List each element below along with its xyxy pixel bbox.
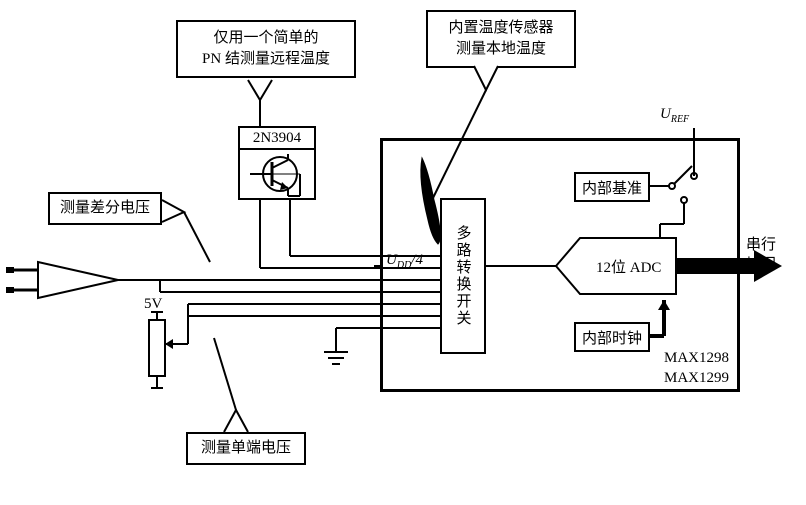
- callout-diff-voltage: 测量差分电压: [48, 192, 162, 225]
- five-volt-label: 5V: [144, 296, 162, 313]
- transistor-box: 2N3904: [238, 126, 316, 200]
- udd4-label: UDD/4: [386, 252, 423, 271]
- serial-port-label: 串行 接门: [746, 236, 776, 275]
- callout-pn-line1: 仅用一个简单的: [188, 28, 344, 49]
- transistor-label: 2N3904: [238, 126, 316, 148]
- internal-ref-label: 内部基准: [582, 177, 642, 198]
- callout-pn-line2: PN 结测量远程温度: [188, 49, 344, 70]
- callout-temp-sensor: 内置温度传感器 测量本地温度: [426, 10, 576, 68]
- internal-ref-box: 内部基准: [574, 172, 650, 202]
- part-number-2: MAX1299: [664, 370, 729, 387]
- diagram-canvas: 仅用一个简单的 PN 结测量远程温度 内置温度传感器 测量本地温度 测量差分电压…: [0, 0, 806, 505]
- callout-pn: 仅用一个简单的 PN 结测量远程温度: [176, 20, 356, 78]
- callout-single-voltage: 测量单端电压: [186, 432, 306, 465]
- callout-single-text: 测量单端电压: [201, 440, 291, 456]
- serial-line1: 串行: [746, 236, 776, 256]
- callout-temp-line1: 内置温度传感器: [438, 18, 564, 39]
- mux-box: 多路转换开关: [440, 198, 486, 354]
- part-number-1: MAX1298: [664, 350, 729, 367]
- internal-clock-box: 内部时钟: [574, 322, 650, 352]
- transistor-symbol-icon: [240, 150, 314, 198]
- mux-label: 多路转换开关: [453, 225, 474, 327]
- callout-temp-line2: 测量本地温度: [438, 39, 564, 60]
- serial-line2: 接门: [746, 256, 776, 276]
- internal-clock-label: 内部时钟: [582, 327, 642, 348]
- callout-diff-text: 测量差分电压: [60, 200, 150, 216]
- transistor-symbol-box: [238, 148, 316, 200]
- uref-label: UREF: [660, 106, 689, 125]
